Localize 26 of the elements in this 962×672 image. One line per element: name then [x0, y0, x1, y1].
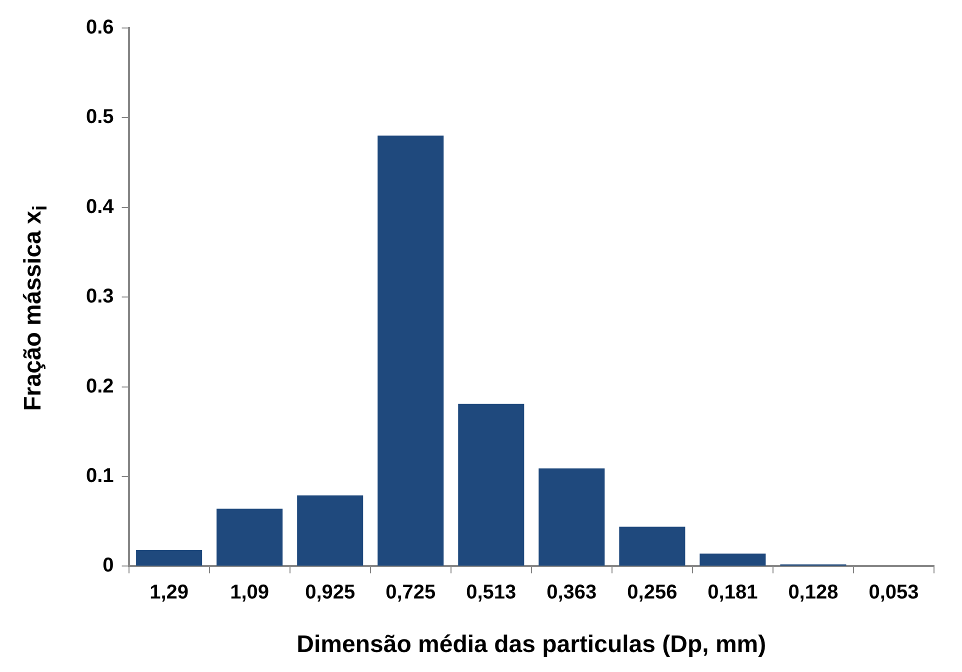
x-axis-title: Dimensão média das particulas (Dp, mm) — [296, 631, 766, 658]
bar — [297, 495, 364, 566]
bar — [136, 550, 202, 566]
x-tick-label: 0,513 — [466, 582, 516, 604]
y-tick-label: 0.6 — [86, 16, 114, 39]
bar — [216, 508, 283, 566]
y-tick-label: 0.5 — [86, 106, 114, 128]
x-tick-label: 0,925 — [305, 582, 356, 604]
x-tick-label: 0,256 — [627, 582, 678, 604]
x-tick-label: 0,128 — [788, 582, 838, 604]
bar — [458, 404, 524, 566]
y-tick-label: 0.1 — [86, 465, 114, 488]
x-tick-label: 0,725 — [386, 582, 436, 604]
bar — [619, 526, 686, 566]
bar — [538, 468, 605, 566]
x-tick-label: 1,09 — [230, 582, 270, 604]
y-tick-label: 0.2 — [86, 375, 114, 398]
bar — [378, 136, 444, 566]
bar — [700, 554, 766, 566]
x-tick-label: 0,181 — [708, 582, 758, 604]
y-tick-label: 0 — [102, 554, 114, 577]
x-tick-label: 0,053 — [868, 582, 919, 604]
x-tick-label: 0,363 — [546, 582, 597, 604]
x-tick-label: 1,29 — [150, 582, 189, 604]
y-tick-label: 0.4 — [86, 196, 115, 218]
y-tick-label: 0.3 — [86, 286, 114, 308]
